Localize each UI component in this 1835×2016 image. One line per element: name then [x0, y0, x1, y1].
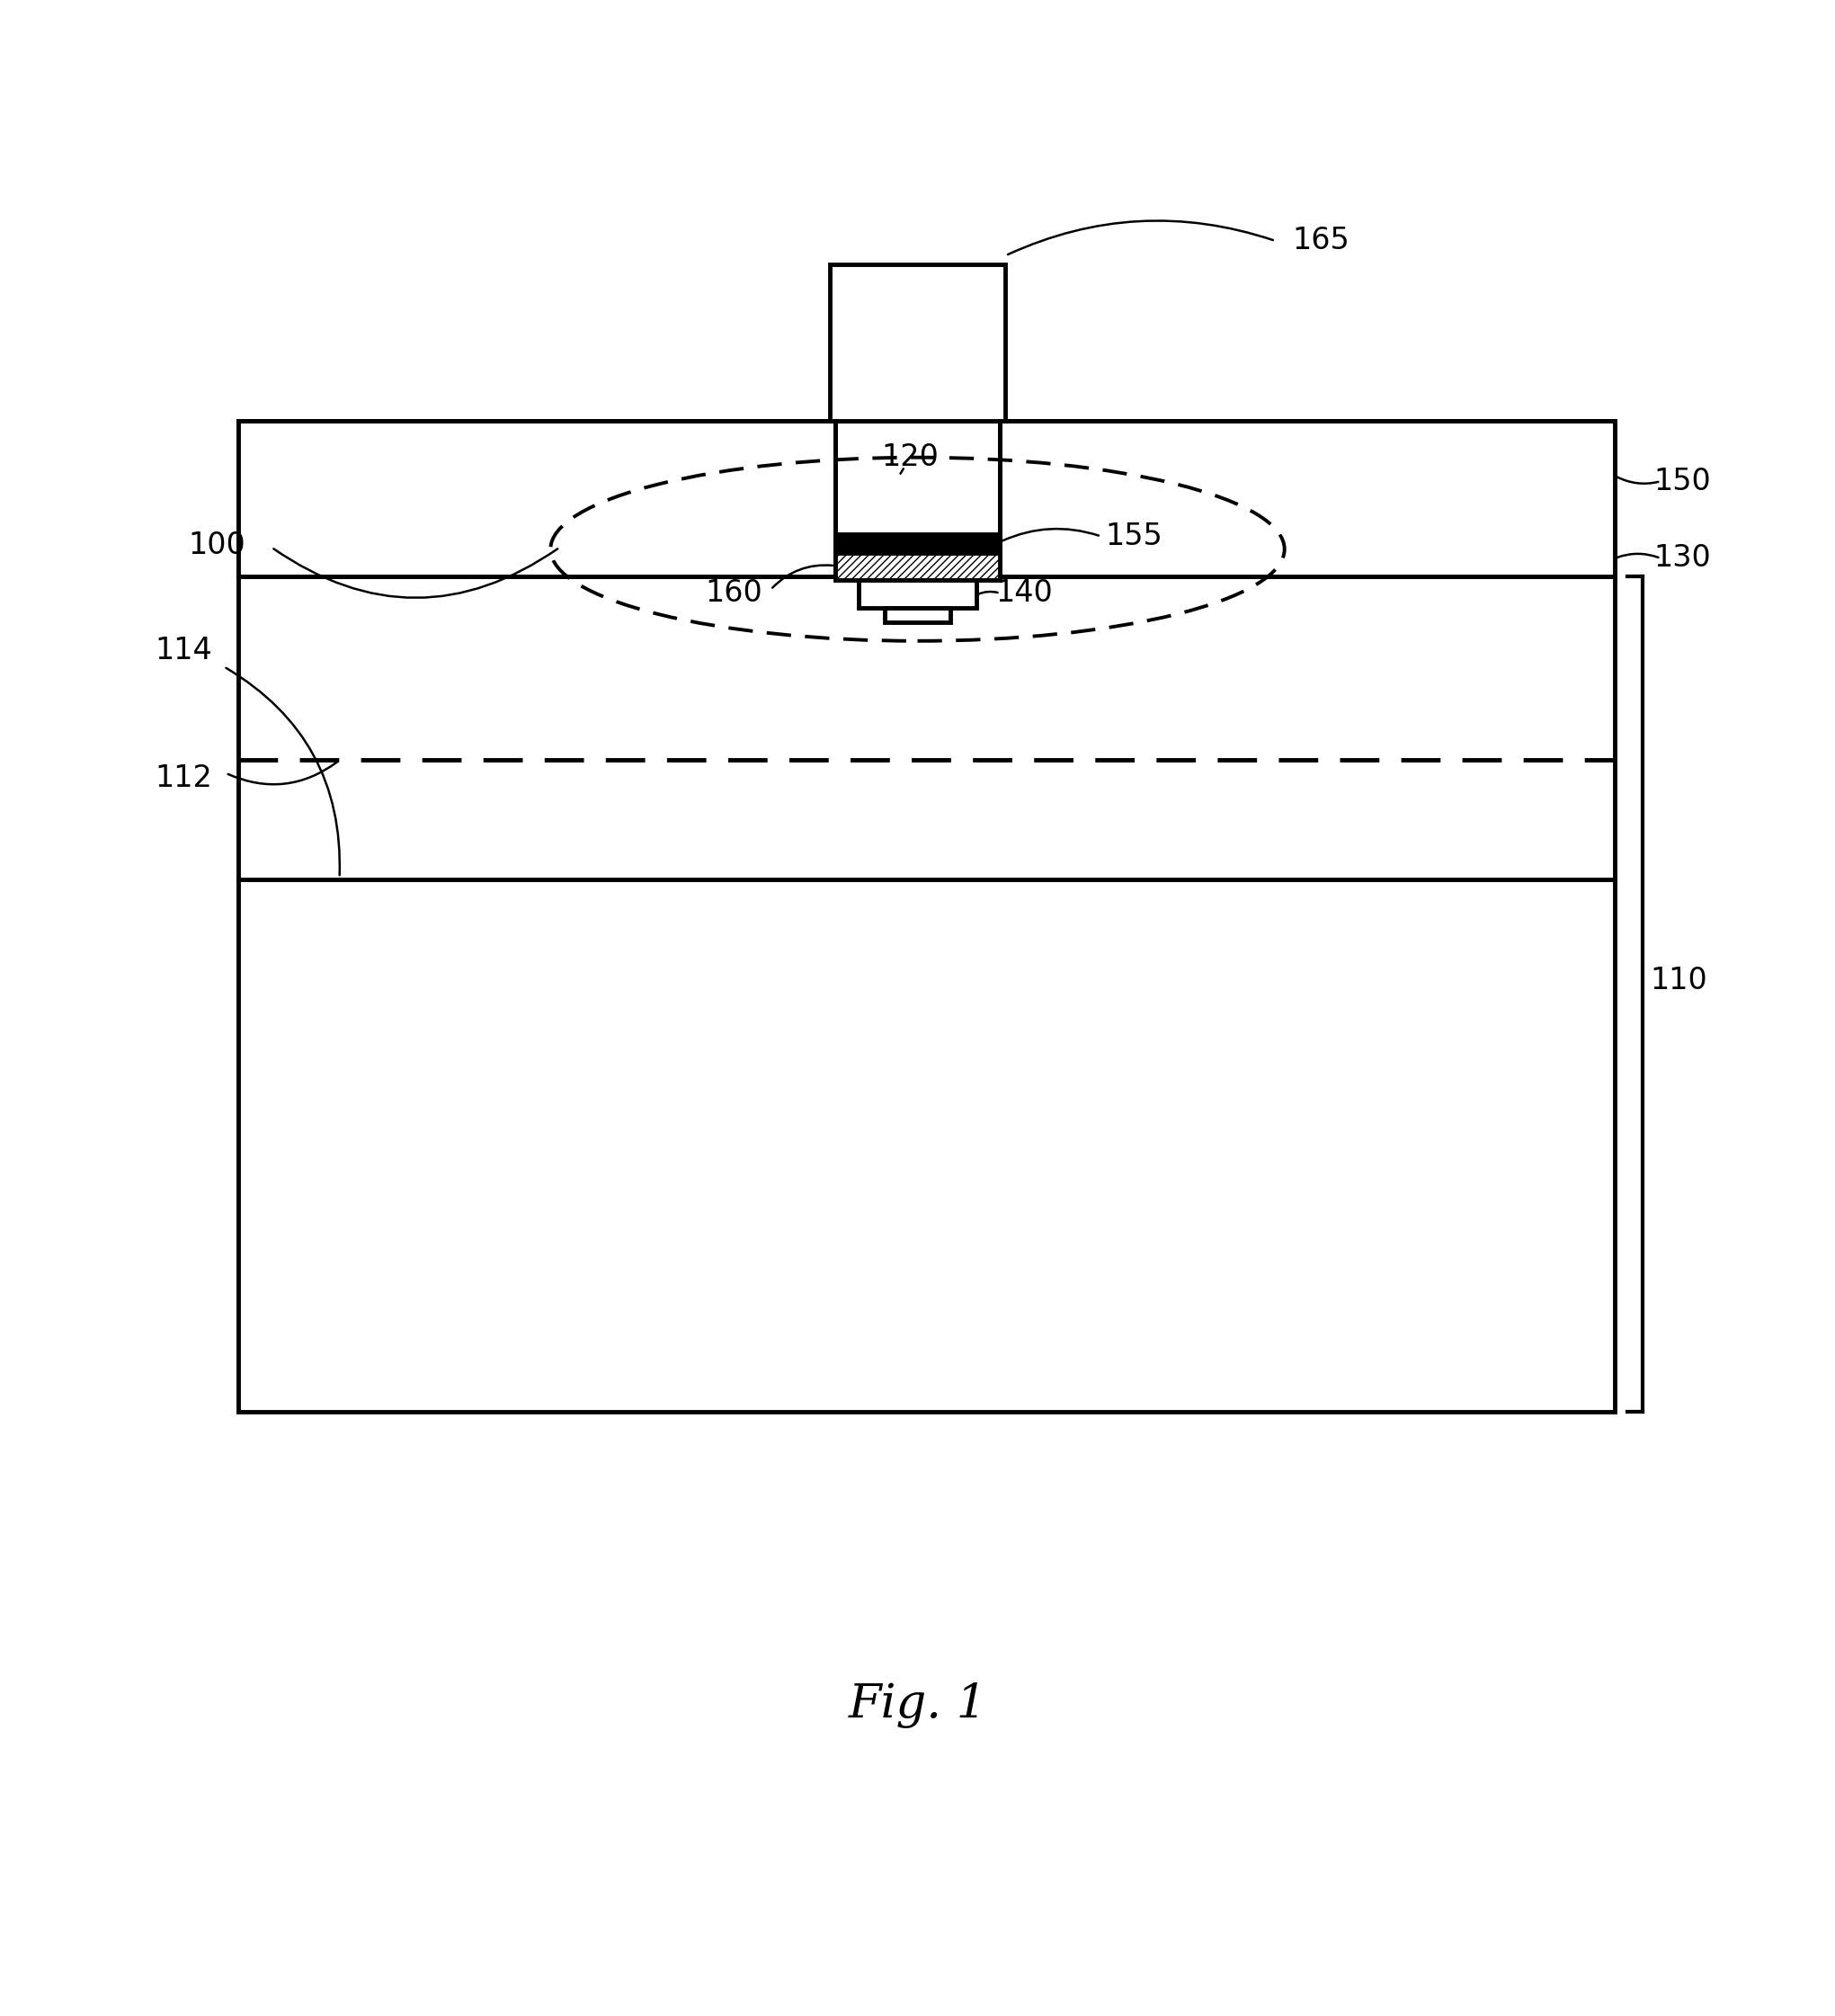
- Bar: [835, 534, 1000, 552]
- Text: 150: 150: [1653, 466, 1712, 496]
- Bar: [1000, 421, 1615, 577]
- Bar: [835, 552, 1000, 581]
- Text: 140: 140: [995, 579, 1053, 609]
- Bar: [239, 421, 835, 577]
- Text: 155: 155: [1105, 522, 1163, 550]
- Text: 100: 100: [187, 530, 246, 560]
- Text: 112: 112: [154, 764, 213, 794]
- Bar: [859, 581, 976, 609]
- Text: 114: 114: [154, 635, 213, 665]
- Text: 110: 110: [1650, 966, 1708, 996]
- Text: 130: 130: [1653, 544, 1712, 573]
- Text: 165: 165: [1292, 226, 1351, 256]
- Bar: [239, 421, 1615, 1411]
- Text: Fig. 1: Fig. 1: [848, 1683, 987, 1728]
- Text: 160: 160: [705, 579, 763, 609]
- Bar: [829, 264, 1006, 421]
- Text: 120: 120: [881, 444, 940, 472]
- Bar: [884, 609, 951, 623]
